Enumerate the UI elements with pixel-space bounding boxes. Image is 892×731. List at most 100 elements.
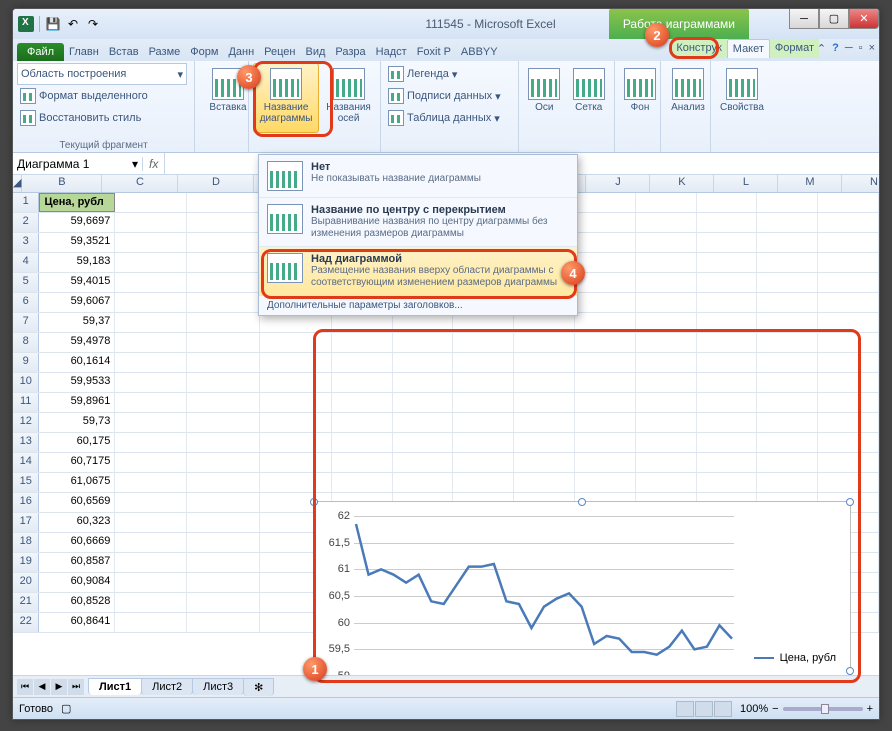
prev-sheet-icon[interactable]: ◀ bbox=[34, 679, 50, 695]
fx-icon[interactable]: fx bbox=[143, 157, 164, 171]
cell-C3[interactable] bbox=[115, 233, 187, 252]
cell-D21[interactable] bbox=[187, 593, 259, 612]
dropdown-more-options[interactable]: Дополнительные параметры заголовков... bbox=[259, 296, 577, 315]
cell-K10[interactable] bbox=[636, 373, 697, 392]
minimize-ribbon-icon[interactable]: ⌃ bbox=[817, 42, 826, 55]
cell-D18[interactable] bbox=[187, 533, 259, 552]
cell-J13[interactable] bbox=[575, 433, 636, 452]
cell-B9[interactable]: 60,1614 bbox=[39, 353, 115, 372]
sheet-tab-2[interactable]: Лист2 bbox=[141, 678, 193, 695]
cell-G8[interactable] bbox=[393, 333, 454, 352]
cell-C2[interactable] bbox=[115, 213, 187, 232]
cell-G15[interactable] bbox=[393, 473, 454, 492]
tab-abbyy[interactable]: ABBYY bbox=[456, 43, 503, 61]
cell-D10[interactable] bbox=[187, 373, 259, 392]
tab-foxit[interactable]: Foxit P bbox=[412, 43, 456, 61]
format-selection-button[interactable]: Формат выделенного bbox=[17, 85, 190, 107]
cell-L11[interactable] bbox=[697, 393, 758, 412]
cell-M7[interactable] bbox=[757, 313, 818, 332]
cell-D7[interactable] bbox=[187, 313, 259, 332]
cell-D12[interactable] bbox=[187, 413, 259, 432]
tab-file[interactable]: Файл bbox=[17, 43, 64, 61]
tab-insert[interactable]: Встав bbox=[104, 43, 144, 61]
chart-title-button[interactable]: Название диаграммы bbox=[253, 63, 319, 133]
cell-K4[interactable] bbox=[636, 253, 697, 272]
cell-J7[interactable] bbox=[575, 313, 636, 332]
cell-F10[interactable] bbox=[332, 373, 393, 392]
cell-L6[interactable] bbox=[697, 293, 758, 312]
cell-L12[interactable] bbox=[697, 413, 758, 432]
tab-format[interactable]: Формат bbox=[770, 39, 819, 58]
name-box[interactable]: Диаграмма 1 ▾ bbox=[13, 157, 143, 171]
cell-D17[interactable] bbox=[187, 513, 259, 532]
minimize-button[interactable]: ─ bbox=[789, 9, 819, 29]
cell-B4[interactable]: 59,183 bbox=[39, 253, 115, 272]
row-header-17[interactable]: 17 bbox=[13, 513, 39, 532]
cell-D5[interactable] bbox=[187, 273, 259, 292]
row-header-13[interactable]: 13 bbox=[13, 433, 39, 452]
cell-N6[interactable] bbox=[818, 293, 879, 312]
cell-K6[interactable] bbox=[636, 293, 697, 312]
column-header-B[interactable]: B bbox=[22, 175, 102, 192]
cell-G14[interactable] bbox=[393, 453, 454, 472]
cell-J10[interactable] bbox=[575, 373, 636, 392]
cell-E8[interactable] bbox=[260, 333, 332, 352]
embedded-chart[interactable]: 6261,56160,56059,55958,55857,5 21.12.201… bbox=[313, 501, 851, 685]
cell-G9[interactable] bbox=[393, 353, 454, 372]
cell-D22[interactable] bbox=[187, 613, 259, 632]
row-header-21[interactable]: 21 bbox=[13, 593, 39, 612]
row-header-18[interactable]: 18 bbox=[13, 533, 39, 552]
gridlines-button[interactable]: Сетка bbox=[568, 63, 611, 133]
cell-F12[interactable] bbox=[332, 413, 393, 432]
cell-B2[interactable]: 59,6697 bbox=[39, 213, 115, 232]
column-header-C[interactable]: C bbox=[102, 175, 178, 192]
new-sheet-button[interactable]: ✻ bbox=[243, 678, 274, 696]
cell-G10[interactable] bbox=[393, 373, 454, 392]
cell-K14[interactable] bbox=[636, 453, 697, 472]
row-header-22[interactable]: 22 bbox=[13, 613, 39, 632]
dropdown-item-centered-overlay[interactable]: Название по центру с перекрытиемВыравнив… bbox=[259, 198, 577, 247]
cell-D3[interactable] bbox=[187, 233, 259, 252]
cell-D20[interactable] bbox=[187, 573, 259, 592]
cell-C21[interactable] bbox=[115, 593, 187, 612]
column-header-K[interactable]: K bbox=[650, 175, 714, 192]
redo-icon[interactable]: ↷ bbox=[84, 15, 102, 33]
cell-G11[interactable] bbox=[393, 393, 454, 412]
cell-L7[interactable] bbox=[697, 313, 758, 332]
cell-B21[interactable]: 60,8528 bbox=[39, 593, 115, 612]
properties-button[interactable]: Свойства bbox=[715, 63, 769, 133]
cell-D9[interactable] bbox=[187, 353, 259, 372]
cell-M9[interactable] bbox=[757, 353, 818, 372]
cell-C14[interactable] bbox=[115, 453, 187, 472]
cell-K12[interactable] bbox=[636, 413, 697, 432]
cell-N5[interactable] bbox=[818, 273, 879, 292]
cell-M5[interactable] bbox=[757, 273, 818, 292]
cell-D15[interactable] bbox=[187, 473, 259, 492]
maximize-button[interactable]: ▢ bbox=[819, 9, 849, 29]
cell-E15[interactable] bbox=[260, 473, 332, 492]
cell-K2[interactable] bbox=[636, 213, 697, 232]
cell-C9[interactable] bbox=[115, 353, 187, 372]
tab-home[interactable]: Главн bbox=[64, 43, 104, 61]
cell-E13[interactable] bbox=[260, 433, 332, 452]
cell-E9[interactable] bbox=[260, 353, 332, 372]
row-header-11[interactable]: 11 bbox=[13, 393, 39, 412]
cell-J1[interactable] bbox=[575, 193, 636, 212]
cell-D16[interactable] bbox=[187, 493, 259, 512]
cell-C6[interactable] bbox=[115, 293, 187, 312]
cell-D8[interactable] bbox=[187, 333, 259, 352]
doc-restore-icon[interactable]: ▫ bbox=[859, 42, 863, 55]
cell-K1[interactable] bbox=[636, 193, 697, 212]
cell-B3[interactable]: 59,3521 bbox=[39, 233, 115, 252]
cell-G12[interactable] bbox=[393, 413, 454, 432]
last-sheet-icon[interactable]: ⏭ bbox=[68, 679, 84, 695]
cell-B19[interactable]: 60,8587 bbox=[39, 553, 115, 572]
cell-K15[interactable] bbox=[636, 473, 697, 492]
cell-C19[interactable] bbox=[115, 553, 187, 572]
cell-K5[interactable] bbox=[636, 273, 697, 292]
cell-K3[interactable] bbox=[636, 233, 697, 252]
cell-N7[interactable] bbox=[818, 313, 879, 332]
normal-view-icon[interactable] bbox=[676, 701, 694, 717]
cell-N10[interactable] bbox=[818, 373, 879, 392]
macro-record-icon[interactable]: ▢ bbox=[61, 702, 71, 715]
